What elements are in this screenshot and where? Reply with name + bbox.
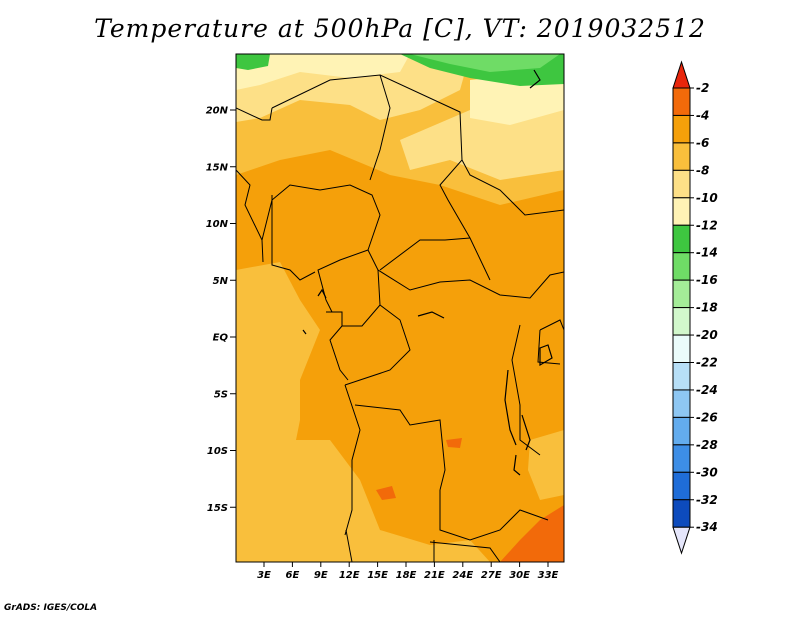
colorbar-label: -28 bbox=[696, 438, 718, 452]
colorbar-label: -12 bbox=[696, 218, 718, 232]
lat-tick-label: 10N bbox=[206, 219, 229, 230]
colorbar-label: -6 bbox=[696, 136, 709, 150]
lon-tick-label: 27E bbox=[481, 570, 502, 581]
lon-tick-label: 18E bbox=[396, 570, 417, 581]
colorbar-swatch bbox=[672, 362, 691, 391]
colorbar-label: -26 bbox=[696, 410, 718, 424]
colorbar: -2 -4 -6 -8 -10 -12 -14 -16 -18 -20 -22 -24 -26 -28 -3… bbox=[672, 60, 718, 555]
colorbar-swatch bbox=[672, 444, 691, 473]
lat-tick-label: 10S bbox=[207, 446, 228, 457]
lon-tick-label: 24E bbox=[452, 570, 473, 581]
colorbar-swatch bbox=[672, 252, 691, 281]
colorbar-label: -8 bbox=[696, 163, 709, 177]
colorbar-label: -4 bbox=[696, 108, 709, 122]
lat-tick-label: 5S bbox=[214, 389, 228, 400]
lon-tick-label: 21E bbox=[424, 570, 445, 581]
colorbar-swatch bbox=[672, 307, 691, 336]
fill-northwest-minus14 bbox=[236, 54, 270, 70]
colorbar-swatch bbox=[672, 142, 691, 171]
colorbar-swatch bbox=[672, 169, 691, 199]
colorbar-label: -2 bbox=[696, 81, 709, 95]
lat-tick-label: EQ bbox=[213, 333, 229, 344]
longitude-axis: 3E 6E 9E 12E 15E 18E 21E 24E 27E 30E 33E bbox=[257, 562, 559, 581]
colorbar-label: -32 bbox=[696, 493, 718, 507]
colorbar-label: -34 bbox=[696, 520, 718, 534]
colorbar-swatch bbox=[672, 197, 691, 226]
fill-north-minus12 bbox=[236, 54, 410, 90]
colorbar-swatch bbox=[672, 471, 691, 501]
lon-tick-label: 15E bbox=[367, 570, 388, 581]
lon-tick-label: 33E bbox=[538, 570, 559, 581]
lon-tick-label: 9E bbox=[314, 570, 328, 581]
lon-tick-label: 6E bbox=[286, 570, 300, 581]
chart-title: Temperature at 500hPa [C], VT: 201903251… bbox=[94, 14, 706, 43]
country-borders bbox=[236, 74, 564, 562]
colorbar-swatch bbox=[672, 389, 691, 418]
colorbar-label: -22 bbox=[696, 356, 718, 370]
map-frame bbox=[235, 53, 565, 563]
colorbar-swatch bbox=[672, 87, 691, 116]
fill-spot-minus4-b bbox=[446, 438, 462, 448]
colorbar-label: -16 bbox=[696, 273, 718, 287]
lakes bbox=[302, 69, 553, 476]
colorbar-swatch bbox=[672, 334, 691, 363]
colorbar-bottom-arrow bbox=[672, 526, 691, 555]
colorbar-label: -10 bbox=[696, 191, 718, 205]
lon-tick-label: 30E bbox=[509, 570, 530, 581]
colorbar-swatch bbox=[672, 224, 691, 254]
lon-tick-label: 12E bbox=[339, 570, 360, 581]
colorbar-label: -20 bbox=[696, 328, 718, 342]
lat-tick-label: 15S bbox=[207, 503, 228, 514]
latitude-axis: 20N 15N 10N 5N EQ 5S 10S 15S bbox=[206, 106, 236, 514]
lat-tick-label: 15N bbox=[206, 162, 229, 173]
fill-southeast-minus4 bbox=[500, 505, 564, 562]
grads-credit: GrADS: IGES/COLA bbox=[4, 603, 98, 613]
colorbar-swatch bbox=[672, 279, 691, 309]
colorbar-label: -14 bbox=[696, 246, 718, 260]
fill-spot-minus4-a bbox=[376, 486, 396, 500]
colorbar-swatch bbox=[672, 114, 691, 144]
colorbar-swatch bbox=[672, 416, 691, 446]
colorbar-label: -18 bbox=[696, 301, 718, 315]
fill-east-minus8 bbox=[528, 430, 564, 500]
fill-southwest-minus8 bbox=[236, 440, 490, 562]
lat-tick-label: 5N bbox=[213, 276, 229, 287]
colorbar-top-arrow bbox=[672, 60, 691, 89]
colorbar-swatch bbox=[672, 499, 691, 528]
colorbar-label: -30 bbox=[696, 465, 718, 479]
temperature-fill bbox=[236, 54, 564, 562]
lon-tick-label: 3E bbox=[257, 570, 271, 581]
lat-tick-label: 20N bbox=[206, 106, 229, 117]
fill-north-minus16 bbox=[410, 54, 560, 72]
colorbar-label: -24 bbox=[696, 383, 718, 397]
